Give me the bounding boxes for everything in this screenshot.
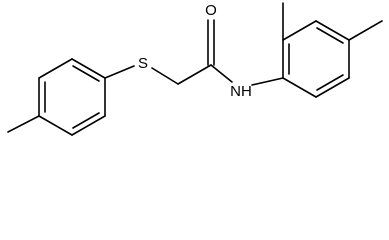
bond <box>151 67 179 85</box>
double-bond <box>316 74 344 91</box>
bond <box>71 58 106 79</box>
bond <box>71 115 106 136</box>
page: S O NH (() => { const data = JSON.parse(… <box>7 1 383 136</box>
bond <box>315 77 350 98</box>
molecule-diagram: S O NH <box>7 2 383 136</box>
bonds <box>7 2 383 136</box>
double-bond <box>72 65 100 82</box>
bond <box>282 20 317 41</box>
bond <box>282 77 317 98</box>
methyl-bond <box>7 115 40 133</box>
bond <box>210 64 233 83</box>
double-bond <box>316 27 344 44</box>
atom-label: O <box>205 2 217 19</box>
bond <box>177 64 212 85</box>
methyl-bond <box>348 20 383 41</box>
double-bond <box>72 112 100 129</box>
bond <box>38 115 73 136</box>
atom-label: S <box>138 55 148 72</box>
atom-label: NH <box>230 83 252 100</box>
bond <box>38 58 73 79</box>
bond <box>104 65 135 79</box>
bond <box>315 20 350 41</box>
bond <box>251 77 284 86</box>
